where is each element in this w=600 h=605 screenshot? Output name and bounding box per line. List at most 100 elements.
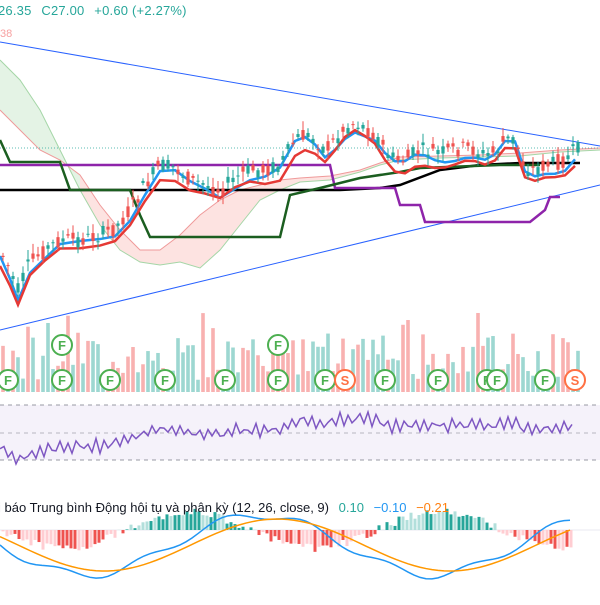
f-marker-label: F [493, 373, 501, 388]
macd-histogram-bar [130, 525, 133, 530]
candle-body [21, 273, 24, 281]
volume-bar [181, 352, 185, 392]
candle-body [506, 137, 509, 139]
candle-body [16, 283, 19, 292]
volume-bar [471, 347, 475, 392]
volume-bar [306, 371, 310, 392]
macd-histogram-bar [386, 522, 389, 530]
macd-histogram-bar [318, 530, 321, 547]
macd-histogram-bar [362, 530, 365, 534]
volume-bar [366, 360, 370, 392]
volume-bar [201, 313, 205, 392]
macd-histogram-bar [282, 530, 285, 544]
macd-histogram-bar [258, 530, 261, 535]
volume-bar [291, 340, 295, 392]
candle-body [421, 142, 424, 145]
macd-histogram-bar [158, 516, 161, 530]
candle-body [476, 154, 479, 157]
candle-body [186, 172, 189, 185]
volume-bar [246, 350, 250, 392]
macd-histogram-bar [114, 530, 117, 538]
candle-body [376, 137, 379, 146]
candle-body [301, 130, 304, 140]
volume-bar [131, 347, 135, 392]
macd-histogram-bar [262, 530, 265, 532]
candle-body [266, 166, 269, 176]
candle-body [46, 245, 49, 248]
candle-body [11, 276, 14, 279]
volume-bar [186, 345, 190, 392]
macd-histogram-bar [314, 530, 317, 552]
candle-body [26, 259, 29, 261]
macd-histogram-bar [310, 530, 313, 544]
macd-histogram-bar [270, 530, 273, 541]
candle-body [161, 160, 164, 170]
volume-bar [521, 357, 525, 392]
candle-body [56, 237, 59, 247]
candle-body [76, 237, 79, 247]
volume-bar [516, 354, 520, 392]
macd-histogram-bar [62, 530, 65, 548]
volume-bar [461, 347, 465, 392]
candle-body [236, 176, 239, 177]
macd-histogram-bar [486, 523, 489, 530]
macd-histogram-bar [482, 518, 485, 530]
candle-body [381, 140, 384, 145]
macd-histogram-bar [498, 530, 501, 532]
candle-body [41, 246, 44, 259]
macd-histogram-bar [138, 525, 141, 530]
candle-body [326, 141, 329, 150]
volume-bar [396, 360, 400, 392]
candle-body [431, 144, 434, 149]
macd-histogram-bar [18, 530, 21, 539]
macd-histogram-bar [302, 530, 305, 547]
macd-histogram-bar [146, 521, 149, 530]
candle-body [226, 177, 229, 183]
candle-body [141, 181, 144, 183]
macd-histogram-bar [406, 520, 409, 530]
ichimoku-cloud-segment [200, 200, 220, 268]
macd-histogram-bar [34, 530, 37, 540]
macd-histogram-bar [26, 530, 29, 539]
macd-histogram-bar [82, 530, 85, 547]
signal-value: −0.10 [374, 500, 407, 515]
macd-histogram-bar [390, 525, 393, 530]
macd-histogram-bar [470, 516, 473, 530]
macd-histogram-bar [510, 530, 513, 533]
f-marker-label: F [58, 373, 66, 388]
candle-body [166, 160, 169, 169]
candle-body [516, 147, 519, 149]
macd-histogram-bar [134, 528, 137, 530]
volume-bar [251, 339, 255, 392]
macd-histogram-bar [6, 530, 9, 536]
volume-bar [526, 371, 530, 392]
macd-histogram-bar [170, 516, 173, 530]
macd-legend: i báo Trung bình Động hội tụ và phân kỳ … [0, 500, 449, 515]
candle-body [281, 156, 284, 160]
macd-title: i báo Trung bình Động hội tụ và phân kỳ … [0, 500, 329, 515]
volume-bar [211, 328, 215, 392]
candle-body [441, 146, 444, 153]
volume-bar [96, 344, 100, 392]
macd-histogram-bar [474, 518, 477, 530]
volume-bar [371, 340, 375, 392]
candle-body [246, 166, 249, 174]
f-marker-label: F [274, 338, 282, 353]
macd-histogram-bar [46, 530, 49, 543]
macd-histogram-bar [166, 514, 169, 530]
volume-bar [511, 334, 515, 392]
volume-bar [241, 348, 245, 392]
candle-body [311, 139, 314, 143]
candle-body [501, 136, 504, 142]
candle-body [126, 206, 129, 217]
macd-histogram-bar [110, 530, 113, 534]
f-marker-label: F [321, 373, 329, 388]
macd-histogram-bar [558, 530, 561, 549]
volume-bar [451, 362, 455, 392]
volume-bar [176, 338, 180, 392]
volume-bar [356, 345, 360, 392]
macd-histogram-bar [298, 530, 301, 544]
macd-histogram-bar [86, 530, 89, 549]
volume-bar [31, 338, 35, 392]
macd-histogram-bar [398, 517, 401, 530]
